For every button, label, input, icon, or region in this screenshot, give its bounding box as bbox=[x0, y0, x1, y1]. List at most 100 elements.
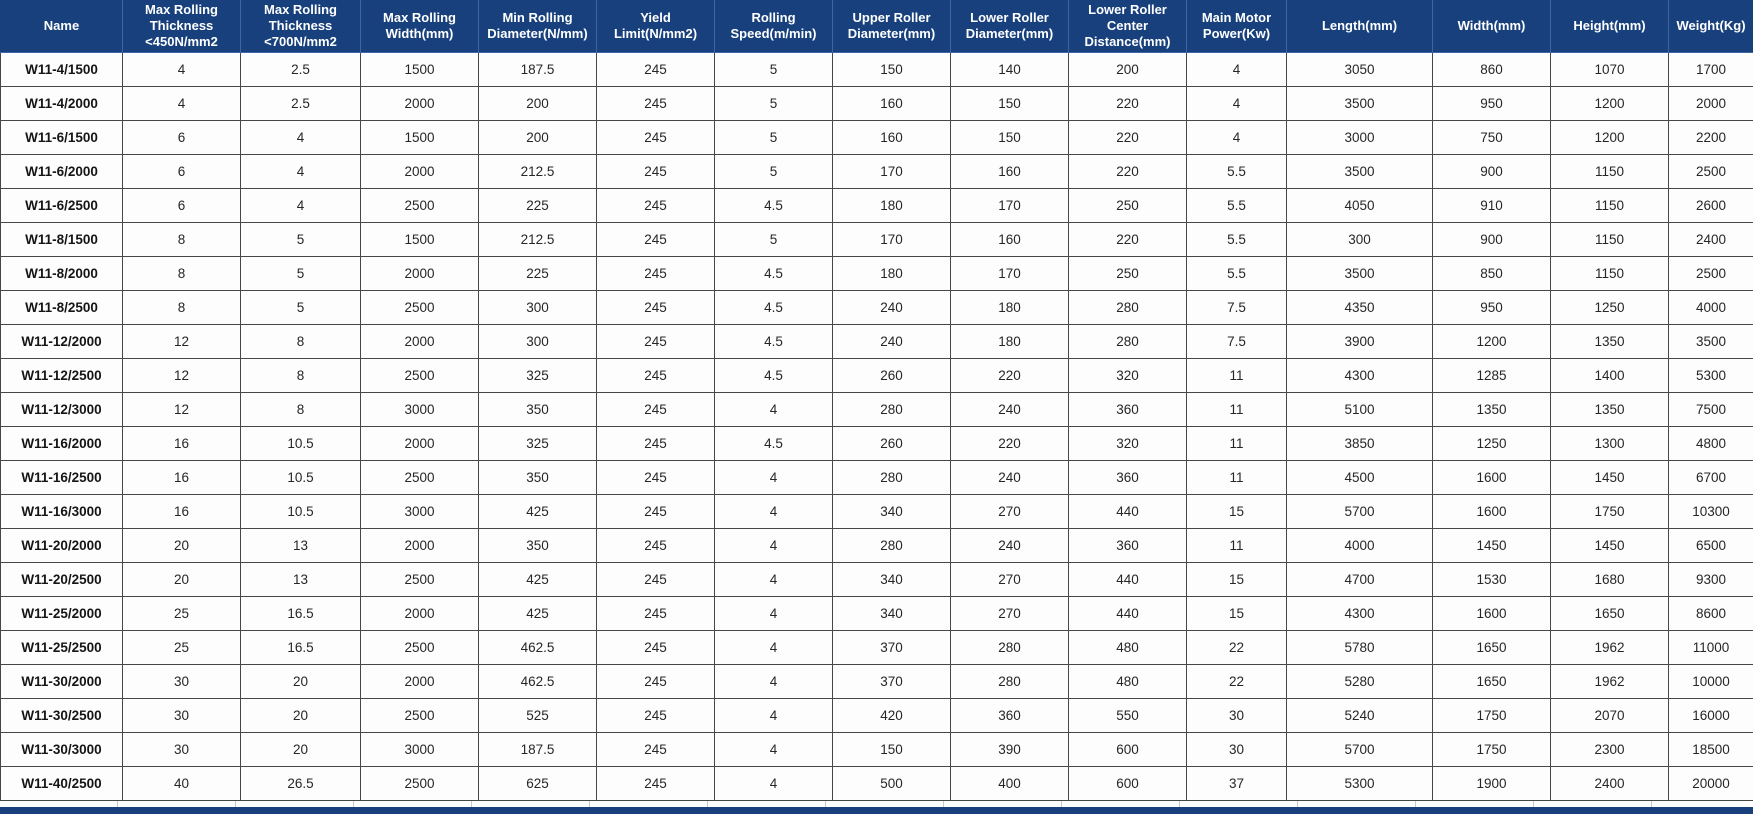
value-cell: 4 bbox=[714, 494, 833, 529]
value-cell: 170 bbox=[950, 256, 1069, 291]
row-name-cell: W11-30/2500 bbox=[0, 698, 123, 733]
value-cell: 1500 bbox=[360, 222, 479, 257]
table-row: W11-16/2500 16 10.5 2500 350 245 4 280 240 360 11 4… bbox=[0, 460, 1753, 495]
value-cell: 6 bbox=[122, 188, 241, 223]
value-cell: 200 bbox=[1068, 52, 1187, 87]
value-cell: 225 bbox=[478, 188, 597, 223]
value-cell: 350 bbox=[478, 460, 597, 495]
value-cell: 245 bbox=[596, 460, 715, 495]
value-cell: 1600 bbox=[1432, 494, 1551, 529]
table-row: W11-20/2500 20 13 2500 425 245 4 340 270 440 15 470… bbox=[0, 562, 1753, 597]
value-cell: 10300 bbox=[1668, 494, 1753, 529]
value-cell: 170 bbox=[832, 222, 951, 257]
table-row: W11-30/2000 30 20 2000 462.5 245 4 370 280 480 22 5… bbox=[0, 664, 1753, 699]
value-cell: 3500 bbox=[1286, 256, 1433, 291]
value-cell: 1450 bbox=[1550, 528, 1669, 563]
column-header-2: Max Rolling Thickness <450N/mm2 bbox=[122, 0, 241, 53]
value-cell: 220 bbox=[1068, 154, 1187, 189]
value-cell: 2000 bbox=[360, 86, 479, 121]
value-cell: 1500 bbox=[360, 52, 479, 87]
value-cell: 2500 bbox=[360, 358, 479, 393]
value-cell: 1650 bbox=[1432, 630, 1551, 665]
value-cell: 2500 bbox=[360, 698, 479, 733]
row-name-cell: W11-20/2500 bbox=[0, 562, 123, 597]
value-cell: 462.5 bbox=[478, 664, 597, 699]
table-row: W11-12/2000 12 8 2000 300 245 4.5 240 180 280 7.5 3… bbox=[0, 324, 1753, 359]
value-cell: 180 bbox=[950, 290, 1069, 325]
value-cell: 220 bbox=[1068, 120, 1187, 155]
value-cell: 860 bbox=[1432, 52, 1551, 87]
value-cell: 600 bbox=[1068, 732, 1187, 767]
value-cell: 1350 bbox=[1550, 392, 1669, 427]
table-row: W11-25/2500 25 16.5 2500 462.5 245 4 370 280 480 2… bbox=[0, 630, 1753, 665]
value-cell: 3900 bbox=[1286, 324, 1433, 359]
value-cell: 245 bbox=[596, 290, 715, 325]
value-cell: 1070 bbox=[1550, 52, 1669, 87]
value-cell: 245 bbox=[596, 528, 715, 563]
value-cell: 1962 bbox=[1550, 664, 1669, 699]
value-cell: 11 bbox=[1186, 392, 1287, 427]
value-cell: 1750 bbox=[1432, 732, 1551, 767]
value-cell: 245 bbox=[596, 494, 715, 529]
value-cell: 4 bbox=[714, 528, 833, 563]
value-cell: 4300 bbox=[1286, 596, 1433, 631]
value-cell: 6 bbox=[122, 154, 241, 189]
value-cell: 16 bbox=[122, 494, 241, 529]
value-cell: 7.5 bbox=[1186, 324, 1287, 359]
value-cell: 280 bbox=[832, 528, 951, 563]
value-cell: 900 bbox=[1432, 154, 1551, 189]
value-cell: 4.5 bbox=[714, 324, 833, 359]
value-cell: 220 bbox=[1068, 86, 1187, 121]
value-cell: 180 bbox=[832, 256, 951, 291]
column-header-11: Main Motor Power(Kw) bbox=[1186, 0, 1287, 53]
value-cell: 4 bbox=[240, 188, 361, 223]
row-name-cell: W11-30/3000 bbox=[0, 732, 123, 767]
value-cell: 3000 bbox=[1286, 120, 1433, 155]
value-cell: 462.5 bbox=[478, 630, 597, 665]
table-row: W11-16/3000 16 10.5 3000 425 245 4 340 270 440 15 5… bbox=[0, 494, 1753, 529]
value-cell: 1700 bbox=[1668, 52, 1753, 87]
column-header-12: Length(mm) bbox=[1286, 0, 1433, 53]
value-cell: 10.5 bbox=[240, 494, 361, 529]
column-header-13: Width(mm) bbox=[1432, 0, 1551, 53]
value-cell: 280 bbox=[1068, 290, 1187, 325]
value-cell: 4.5 bbox=[714, 290, 833, 325]
value-cell: 10.5 bbox=[240, 426, 361, 461]
value-cell: 2000 bbox=[360, 256, 479, 291]
value-cell: 390 bbox=[950, 732, 1069, 767]
table-row: W11-8/2000 8 5 2000 225 245 4.5 180 170 250 5.5 350… bbox=[0, 256, 1753, 291]
value-cell: 320 bbox=[1068, 426, 1187, 461]
value-cell: 350 bbox=[478, 392, 597, 427]
value-cell: 4700 bbox=[1286, 562, 1433, 597]
value-cell: 4.5 bbox=[714, 256, 833, 291]
value-cell: 220 bbox=[950, 426, 1069, 461]
value-cell: 15 bbox=[1186, 596, 1287, 631]
table-row: W11-30/2500 30 20 2500 525 245 4 420 360 550 30 524… bbox=[0, 698, 1753, 733]
row-name-cell: W11-16/2500 bbox=[0, 460, 123, 495]
value-cell: 245 bbox=[596, 324, 715, 359]
value-cell: 8 bbox=[122, 256, 241, 291]
bottom-navy-bar bbox=[0, 807, 1753, 814]
value-cell: 5.5 bbox=[1186, 256, 1287, 291]
value-cell: 270 bbox=[950, 562, 1069, 597]
value-cell: 4.5 bbox=[714, 426, 833, 461]
value-cell: 600 bbox=[1068, 766, 1187, 801]
value-cell: 910 bbox=[1432, 188, 1551, 223]
value-cell: 2500 bbox=[360, 188, 479, 223]
value-cell: 340 bbox=[832, 494, 951, 529]
value-cell: 1750 bbox=[1432, 698, 1551, 733]
value-cell: 2200 bbox=[1668, 120, 1753, 155]
value-cell: 5100 bbox=[1286, 392, 1433, 427]
value-cell: 22 bbox=[1186, 664, 1287, 699]
value-cell: 360 bbox=[1068, 528, 1187, 563]
value-cell: 5780 bbox=[1286, 630, 1433, 665]
value-cell: 13 bbox=[240, 528, 361, 563]
column-header-7: Rolling Speed(m/min) bbox=[714, 0, 833, 53]
value-cell: 160 bbox=[950, 222, 1069, 257]
value-cell: 300 bbox=[1286, 222, 1433, 257]
value-cell: 1285 bbox=[1432, 358, 1551, 393]
value-cell: 4 bbox=[714, 596, 833, 631]
row-name-cell: W11-6/1500 bbox=[0, 120, 123, 155]
row-name-cell: W11-20/2000 bbox=[0, 528, 123, 563]
value-cell: 5 bbox=[714, 222, 833, 257]
